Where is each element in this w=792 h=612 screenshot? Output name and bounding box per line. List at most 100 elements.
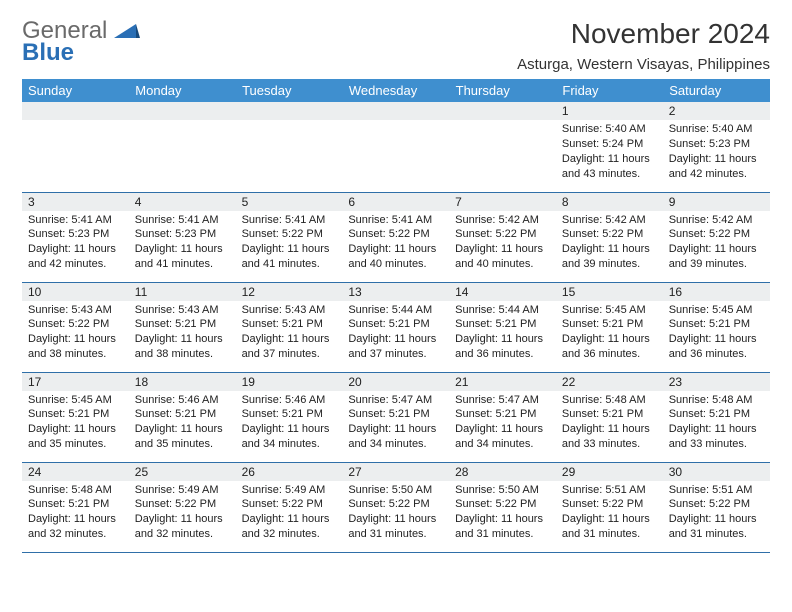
daylight-text: Daylight: 11 hours and 32 minutes. bbox=[28, 512, 123, 542]
title-block: November 2024 Asturga, Western Visayas, … bbox=[517, 18, 770, 73]
day-number: 4 bbox=[129, 193, 236, 211]
daylight-text: Daylight: 11 hours and 36 minutes. bbox=[562, 332, 657, 362]
daylight-text: Daylight: 11 hours and 37 minutes. bbox=[242, 332, 337, 362]
day-number: 1 bbox=[556, 102, 663, 120]
day-body: Sunrise: 5:49 AMSunset: 5:22 PMDaylight:… bbox=[129, 481, 236, 546]
day-number: 30 bbox=[663, 463, 770, 481]
sunrise-text: Sunrise: 5:40 AM bbox=[562, 122, 657, 137]
sunset-text: Sunset: 5:22 PM bbox=[455, 227, 550, 242]
calendar-cell: 29Sunrise: 5:51 AMSunset: 5:22 PMDayligh… bbox=[556, 462, 663, 552]
calendar-cell: 20Sunrise: 5:47 AMSunset: 5:21 PMDayligh… bbox=[342, 372, 449, 462]
sunset-text: Sunset: 5:21 PM bbox=[348, 317, 443, 332]
sunrise-text: Sunrise: 5:48 AM bbox=[669, 393, 764, 408]
day-number: 8 bbox=[556, 193, 663, 211]
sunrise-text: Sunrise: 5:51 AM bbox=[562, 483, 657, 498]
sunrise-text: Sunrise: 5:47 AM bbox=[348, 393, 443, 408]
day-body: Sunrise: 5:41 AMSunset: 5:22 PMDaylight:… bbox=[236, 211, 343, 276]
sunrise-text: Sunrise: 5:43 AM bbox=[135, 303, 230, 318]
sunrise-text: Sunrise: 5:45 AM bbox=[669, 303, 764, 318]
calendar-cell: 30Sunrise: 5:51 AMSunset: 5:22 PMDayligh… bbox=[663, 462, 770, 552]
day-number: 15 bbox=[556, 283, 663, 301]
calendar-cell: 3Sunrise: 5:41 AMSunset: 5:23 PMDaylight… bbox=[22, 192, 129, 282]
day-header: Tuesday bbox=[236, 79, 343, 102]
day-body: Sunrise: 5:51 AMSunset: 5:22 PMDaylight:… bbox=[663, 481, 770, 546]
sunset-text: Sunset: 5:22 PM bbox=[455, 497, 550, 512]
daylight-text: Daylight: 11 hours and 35 minutes. bbox=[28, 422, 123, 452]
calendar-cell: 8Sunrise: 5:42 AMSunset: 5:22 PMDaylight… bbox=[556, 192, 663, 282]
calendar-cell: 14Sunrise: 5:44 AMSunset: 5:21 PMDayligh… bbox=[449, 282, 556, 372]
sunset-text: Sunset: 5:21 PM bbox=[28, 497, 123, 512]
day-number bbox=[236, 102, 343, 120]
day-number: 21 bbox=[449, 373, 556, 391]
day-body: Sunrise: 5:48 AMSunset: 5:21 PMDaylight:… bbox=[663, 391, 770, 456]
calendar-cell: 10Sunrise: 5:43 AMSunset: 5:22 PMDayligh… bbox=[22, 282, 129, 372]
day-body: Sunrise: 5:41 AMSunset: 5:23 PMDaylight:… bbox=[129, 211, 236, 276]
calendar-cell: 28Sunrise: 5:50 AMSunset: 5:22 PMDayligh… bbox=[449, 462, 556, 552]
calendar-head: Sunday Monday Tuesday Wednesday Thursday… bbox=[22, 79, 770, 102]
calendar-table: Sunday Monday Tuesday Wednesday Thursday… bbox=[22, 79, 770, 553]
calendar-cell: 21Sunrise: 5:47 AMSunset: 5:21 PMDayligh… bbox=[449, 372, 556, 462]
daylight-text: Daylight: 11 hours and 33 minutes. bbox=[562, 422, 657, 452]
calendar-cell: 18Sunrise: 5:46 AMSunset: 5:21 PMDayligh… bbox=[129, 372, 236, 462]
sunset-text: Sunset: 5:21 PM bbox=[348, 407, 443, 422]
sunrise-text: Sunrise: 5:42 AM bbox=[669, 213, 764, 228]
day-body: Sunrise: 5:48 AMSunset: 5:21 PMDaylight:… bbox=[22, 481, 129, 546]
calendar-cell bbox=[449, 102, 556, 192]
calendar-cell: 2Sunrise: 5:40 AMSunset: 5:23 PMDaylight… bbox=[663, 102, 770, 192]
sunrise-text: Sunrise: 5:48 AM bbox=[562, 393, 657, 408]
sunset-text: Sunset: 5:21 PM bbox=[242, 317, 337, 332]
page-subtitle: Asturga, Western Visayas, Philippines bbox=[517, 56, 770, 73]
day-number: 25 bbox=[129, 463, 236, 481]
day-number: 20 bbox=[342, 373, 449, 391]
day-number: 9 bbox=[663, 193, 770, 211]
sunset-text: Sunset: 5:21 PM bbox=[669, 407, 764, 422]
sunset-text: Sunset: 5:22 PM bbox=[562, 227, 657, 242]
day-body: Sunrise: 5:44 AMSunset: 5:21 PMDaylight:… bbox=[342, 301, 449, 366]
brand-mark-icon bbox=[114, 22, 140, 38]
day-number: 16 bbox=[663, 283, 770, 301]
calendar-cell bbox=[236, 102, 343, 192]
calendar-cell: 7Sunrise: 5:42 AMSunset: 5:22 PMDaylight… bbox=[449, 192, 556, 282]
sunrise-text: Sunrise: 5:43 AM bbox=[242, 303, 337, 318]
brand-text: General Blue bbox=[22, 18, 140, 65]
brand-logo: General Blue bbox=[22, 18, 140, 65]
calendar-cell: 11Sunrise: 5:43 AMSunset: 5:21 PMDayligh… bbox=[129, 282, 236, 372]
day-body: Sunrise: 5:43 AMSunset: 5:21 PMDaylight:… bbox=[236, 301, 343, 366]
calendar-cell: 15Sunrise: 5:45 AMSunset: 5:21 PMDayligh… bbox=[556, 282, 663, 372]
daylight-text: Daylight: 11 hours and 37 minutes. bbox=[348, 332, 443, 362]
sunset-text: Sunset: 5:21 PM bbox=[669, 317, 764, 332]
day-number: 5 bbox=[236, 193, 343, 211]
day-number: 22 bbox=[556, 373, 663, 391]
day-number: 14 bbox=[449, 283, 556, 301]
sunrise-text: Sunrise: 5:45 AM bbox=[562, 303, 657, 318]
daylight-text: Daylight: 11 hours and 40 minutes. bbox=[455, 242, 550, 272]
calendar-cell: 6Sunrise: 5:41 AMSunset: 5:22 PMDaylight… bbox=[342, 192, 449, 282]
calendar-cell: 27Sunrise: 5:50 AMSunset: 5:22 PMDayligh… bbox=[342, 462, 449, 552]
daylight-text: Daylight: 11 hours and 34 minutes. bbox=[242, 422, 337, 452]
daylight-text: Daylight: 11 hours and 34 minutes. bbox=[348, 422, 443, 452]
day-header: Wednesday bbox=[342, 79, 449, 102]
calendar-cell: 1Sunrise: 5:40 AMSunset: 5:24 PMDaylight… bbox=[556, 102, 663, 192]
sunrise-text: Sunrise: 5:45 AM bbox=[28, 393, 123, 408]
sunrise-text: Sunrise: 5:46 AM bbox=[242, 393, 337, 408]
day-body: Sunrise: 5:42 AMSunset: 5:22 PMDaylight:… bbox=[663, 211, 770, 276]
sunset-text: Sunset: 5:22 PM bbox=[348, 227, 443, 242]
daylight-text: Daylight: 11 hours and 35 minutes. bbox=[135, 422, 230, 452]
day-body: Sunrise: 5:41 AMSunset: 5:23 PMDaylight:… bbox=[22, 211, 129, 276]
sunset-text: Sunset: 5:21 PM bbox=[28, 407, 123, 422]
day-number: 2 bbox=[663, 102, 770, 120]
day-number: 28 bbox=[449, 463, 556, 481]
daylight-text: Daylight: 11 hours and 31 minutes. bbox=[348, 512, 443, 542]
sunrise-text: Sunrise: 5:41 AM bbox=[348, 213, 443, 228]
day-body: Sunrise: 5:47 AMSunset: 5:21 PMDaylight:… bbox=[342, 391, 449, 456]
day-number bbox=[22, 102, 129, 120]
sunset-text: Sunset: 5:23 PM bbox=[28, 227, 123, 242]
sunrise-text: Sunrise: 5:42 AM bbox=[455, 213, 550, 228]
daylight-text: Daylight: 11 hours and 41 minutes. bbox=[135, 242, 230, 272]
brand-line2: Blue bbox=[22, 41, 140, 65]
sunrise-text: Sunrise: 5:51 AM bbox=[669, 483, 764, 498]
day-body: Sunrise: 5:50 AMSunset: 5:22 PMDaylight:… bbox=[449, 481, 556, 546]
daylight-text: Daylight: 11 hours and 31 minutes. bbox=[669, 512, 764, 542]
daylight-text: Daylight: 11 hours and 38 minutes. bbox=[135, 332, 230, 362]
sunrise-text: Sunrise: 5:44 AM bbox=[455, 303, 550, 318]
